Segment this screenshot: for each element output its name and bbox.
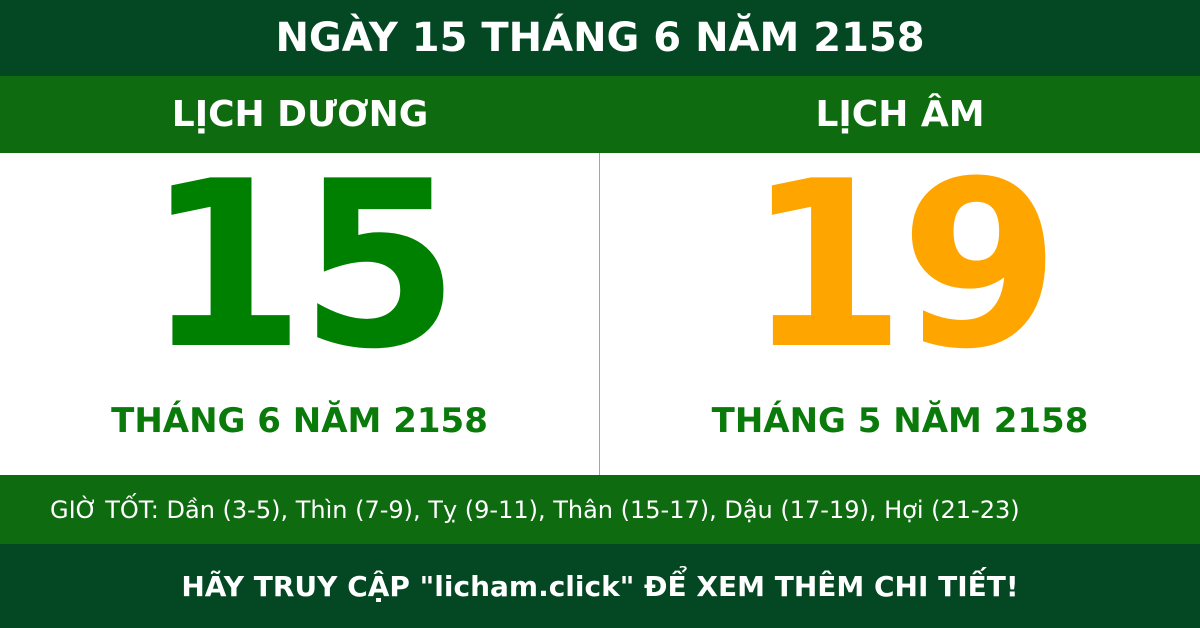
solar-month-year: THÁNG 6 NĂM 2158 bbox=[111, 401, 488, 441]
lunar-day: 19 bbox=[745, 133, 1060, 400]
page-title: NGÀY 15 THÁNG 6 NĂM 2158 bbox=[0, 0, 1200, 76]
good-hours: GIỜ TỐT: Dần (3-5), Thìn (7-9), Tỵ (9-11… bbox=[0, 475, 1200, 544]
calendar-headers: LỊCH DƯƠNG LỊCH ÂM bbox=[0, 76, 1200, 153]
calendar-body: 15 THÁNG 6 NĂM 2158 19 THÁNG 5 NĂM 2158 bbox=[0, 133, 1200, 475]
lunar-calendar-label: LỊCH ÂM bbox=[815, 94, 985, 135]
lunar-column: 19 THÁNG 5 NĂM 2158 bbox=[600, 133, 1200, 475]
solar-calendar-label: LỊCH DƯƠNG bbox=[171, 94, 429, 135]
solar-column: 15 THÁNG 6 NĂM 2158 bbox=[0, 133, 600, 475]
lunar-month-year: THÁNG 5 NĂM 2158 bbox=[711, 401, 1089, 441]
footer-cta: HÃY TRUY CẬP "licham.click" ĐỂ XEM THÊM … bbox=[0, 544, 1200, 628]
solar-day: 15 bbox=[145, 133, 459, 400]
